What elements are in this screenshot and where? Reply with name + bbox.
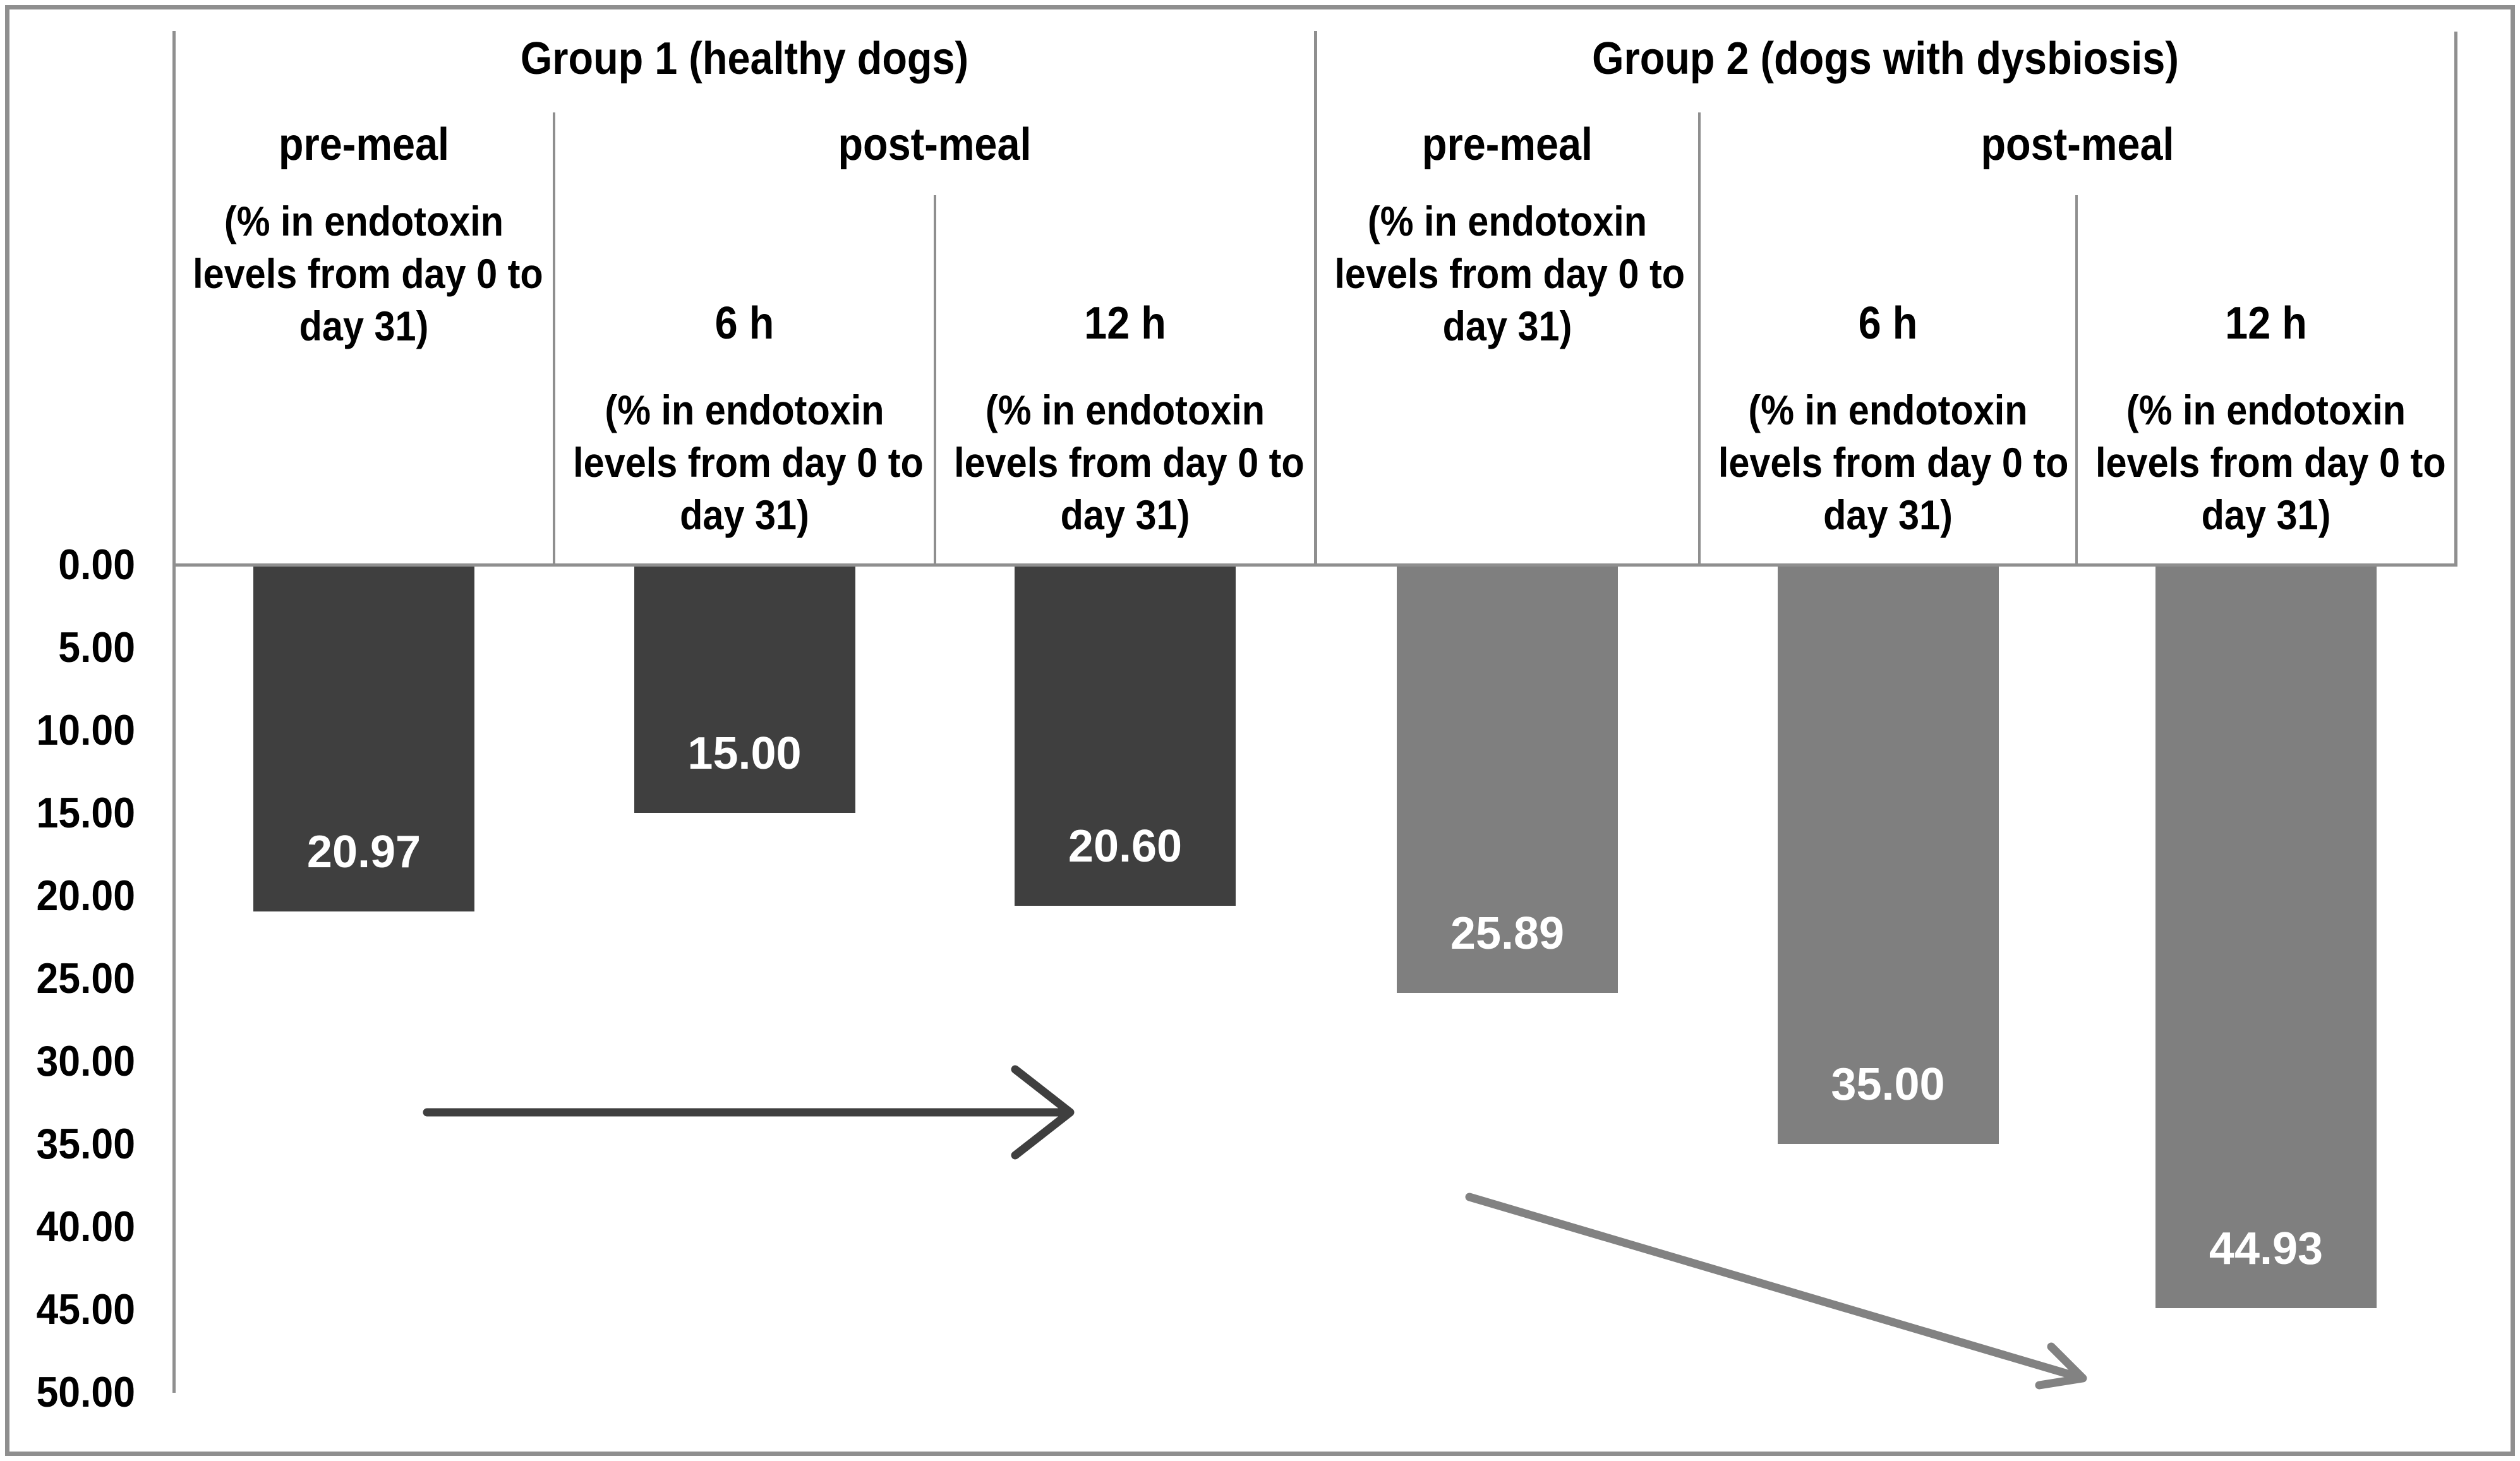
group1-post-meal-label: post-meal bbox=[838, 119, 1032, 170]
y-tick-label: 10.00 bbox=[36, 706, 136, 754]
note-line: levels from day 0 to bbox=[1334, 250, 1685, 297]
note-line: day 31) bbox=[1442, 303, 1572, 349]
group2-title: Group 2 (dogs with dysbiosis) bbox=[1592, 33, 2179, 84]
note-line: (% in endotoxin bbox=[2126, 387, 2406, 433]
y-axis-line bbox=[172, 31, 176, 1393]
divider-group1-group2 bbox=[1314, 31, 1317, 565]
bar-value-label: 20.97 bbox=[306, 827, 421, 878]
group2-12h-label: 12 h bbox=[2225, 298, 2307, 349]
note-line: day 31) bbox=[2201, 491, 2331, 538]
chart-outer-border bbox=[5, 5, 2515, 1456]
y-tick-label: 20.00 bbox=[36, 872, 136, 920]
plot-right-line bbox=[2454, 32, 2457, 565]
group1-6h-note: (% in endotoxin levels from day 0 to day… bbox=[573, 384, 924, 541]
note-line: day 31) bbox=[299, 303, 429, 349]
divider-group2-6h-12h bbox=[2075, 195, 2078, 565]
bar-value-label: 44.93 bbox=[2209, 1224, 2324, 1275]
bar: 35.00 bbox=[1777, 567, 1999, 1144]
bar: 44.93 bbox=[2155, 567, 2377, 1309]
note-line: day 31) bbox=[1823, 491, 1953, 538]
note-line: (% in endotoxin bbox=[1748, 387, 2028, 433]
divider-group1-6h-12h bbox=[934, 195, 936, 565]
note-line: (% in endotoxin bbox=[985, 387, 1265, 433]
bar: 20.97 bbox=[253, 567, 474, 912]
bar: 25.89 bbox=[1397, 567, 1618, 994]
bar-value-label: 15.00 bbox=[687, 728, 802, 779]
y-tick-label: 50.00 bbox=[36, 1368, 136, 1416]
note-line: levels from day 0 to bbox=[954, 439, 1305, 486]
divider-group2-pre-post bbox=[1698, 112, 1701, 565]
note-line: levels from day 0 to bbox=[1718, 439, 2069, 486]
note-line: levels from day 0 to bbox=[193, 250, 543, 297]
group2-pre-meal-note: (% in endotoxin levels from day 0 to day… bbox=[1334, 195, 1685, 352]
y-tick-label: 40.00 bbox=[36, 1203, 136, 1251]
group1-title: Group 1 (healthy dogs) bbox=[520, 33, 969, 84]
group1-12h-note: (% in endotoxin levels from day 0 to day… bbox=[954, 384, 1305, 541]
note-line: day 31) bbox=[680, 491, 809, 538]
note-line: (% in endotoxin bbox=[605, 387, 884, 433]
group2-6h-label: 6 h bbox=[1858, 298, 1918, 349]
bar-value-label: 25.89 bbox=[1450, 908, 1565, 959]
divider-group1-pre-post bbox=[553, 112, 555, 565]
note-line: (% in endotoxin bbox=[1367, 198, 1648, 244]
y-tick-label: 5.00 bbox=[58, 623, 135, 671]
note-line: levels from day 0 to bbox=[2095, 439, 2446, 486]
bar: 15.00 bbox=[634, 567, 855, 813]
group2-post-meal-label: post-meal bbox=[1980, 119, 2174, 170]
y-tick-label: 45.00 bbox=[36, 1285, 136, 1333]
y-tick-label: 25.00 bbox=[36, 954, 136, 1002]
group2-6h-note: (% in endotoxin levels from day 0 to day… bbox=[1718, 384, 2069, 541]
zero-baseline bbox=[172, 563, 2457, 567]
group1-pre-meal-label: pre-meal bbox=[278, 119, 450, 170]
group1-6h-label: 6 h bbox=[714, 298, 775, 349]
y-tick-label: 35.00 bbox=[36, 1120, 136, 1168]
note-line: levels from day 0 to bbox=[573, 439, 924, 486]
bar: 20.60 bbox=[1015, 567, 1236, 906]
y-tick-label: 0.00 bbox=[58, 541, 135, 589]
bar-value-label: 35.00 bbox=[1831, 1059, 1945, 1110]
group1-pre-meal-note: (% in endotoxin levels from day 0 to day… bbox=[193, 195, 543, 352]
group2-pre-meal-label: pre-meal bbox=[1421, 119, 1593, 170]
bar-value-label: 20.60 bbox=[1068, 821, 1183, 872]
group2-12h-note: (% in endotoxin levels from day 0 to day… bbox=[2095, 384, 2446, 541]
y-tick-label: 30.00 bbox=[36, 1037, 136, 1085]
note-line: (% in endotoxin bbox=[224, 198, 504, 244]
group1-12h-label: 12 h bbox=[1084, 298, 1166, 349]
note-line: day 31) bbox=[1060, 491, 1190, 538]
y-tick-label: 15.00 bbox=[36, 789, 136, 837]
